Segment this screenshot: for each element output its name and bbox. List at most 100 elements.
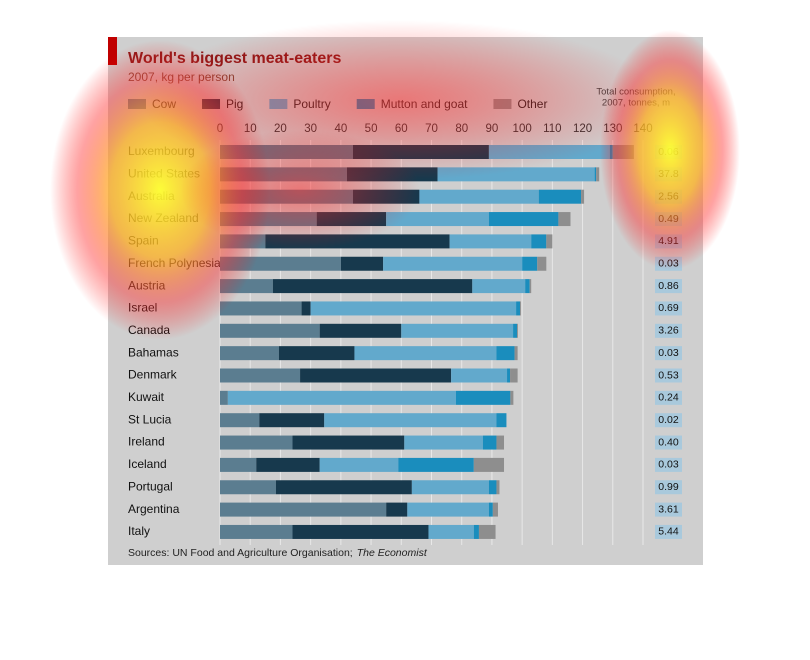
country-label: Ireland	[128, 435, 165, 449]
bar-segment	[319, 323, 402, 338]
total-value: 0.06	[658, 146, 679, 158]
country-label: Kuwait	[128, 390, 165, 404]
total-value: 5.44	[658, 526, 679, 538]
bar-segment	[220, 256, 341, 271]
bar-segment	[220, 524, 293, 539]
legend-swatch	[493, 99, 512, 109]
bar-segment	[386, 212, 489, 227]
country-label: Luxembourg	[128, 144, 195, 158]
total-box	[655, 368, 682, 383]
total-box	[655, 390, 682, 405]
bar-segment	[256, 457, 320, 472]
total-box	[655, 480, 682, 495]
legend-swatch	[202, 99, 221, 109]
bar-segment	[220, 145, 353, 159]
country-label: French Polynesia	[128, 256, 221, 270]
x-tick-label: 130	[603, 123, 622, 135]
x-tick-label: 40	[334, 123, 347, 135]
x-tick-label: 120	[573, 123, 592, 135]
total-value: 0.03	[658, 347, 679, 359]
bar-segment	[340, 256, 384, 271]
total-header: 2007, tonnes, m	[602, 98, 670, 109]
chart-subtitle: 2007, kg per person	[128, 70, 235, 84]
bar-segment	[455, 390, 511, 405]
bar-segment	[220, 480, 276, 495]
country-label: Austria	[128, 278, 166, 292]
total-box	[655, 323, 682, 338]
x-tick-label: 70	[425, 123, 438, 135]
country-label: Spain	[128, 234, 159, 248]
x-tick-label: 100	[513, 123, 532, 135]
country-label: St Lucia	[128, 412, 172, 426]
bar-segment	[220, 301, 302, 316]
total-value: 0.69	[658, 302, 679, 314]
bar-segment	[383, 256, 523, 271]
bar-segment	[451, 368, 508, 383]
bar-segment	[531, 234, 547, 249]
source-italic: The Economist	[357, 547, 428, 559]
bar-segment	[558, 212, 571, 227]
country-label: Israel	[128, 301, 157, 315]
bar-segment	[398, 457, 474, 472]
legend-label: Cow	[152, 97, 176, 111]
bar-segment	[220, 435, 293, 450]
bar-segment	[220, 368, 301, 383]
bar-segment	[301, 301, 311, 316]
bar-segment	[265, 234, 450, 249]
bar-segment	[352, 145, 489, 159]
bar-segment	[319, 457, 399, 472]
bar-segment	[473, 457, 505, 472]
chart-title: World's biggest meat-eaters	[128, 50, 341, 67]
bar-segment	[220, 189, 353, 204]
bar-segment	[482, 435, 497, 450]
bar-segment	[522, 256, 538, 271]
x-tick-label: 30	[304, 123, 317, 135]
total-header: Total consumption,	[596, 87, 675, 98]
bar-segment	[220, 323, 320, 338]
country-label: United States	[128, 167, 200, 181]
bar-segment	[513, 323, 518, 338]
x-tick-label: 10	[244, 123, 257, 135]
bar-segment	[472, 279, 526, 294]
bar-segment	[581, 189, 585, 204]
bar-segment	[496, 346, 515, 361]
country-label: Denmark	[128, 368, 178, 382]
bar-segment	[538, 189, 582, 204]
total-value: 0.99	[658, 481, 679, 493]
bar-segment	[220, 234, 266, 249]
bar-segment	[488, 212, 559, 227]
bar-segment	[346, 167, 438, 182]
total-value: 0.03	[658, 459, 679, 471]
bar-segment	[488, 502, 493, 517]
country-label: Australia	[128, 189, 175, 203]
legend-label: Mutton and goat	[381, 97, 468, 111]
bar-segment	[316, 212, 387, 227]
total-value: 0.53	[658, 369, 679, 381]
bar-segment	[478, 524, 496, 539]
legend-swatch	[269, 99, 288, 109]
bar-segment	[507, 368, 511, 383]
total-box	[655, 346, 682, 361]
total-value: 37.8	[658, 168, 679, 180]
country-label: Argentina	[128, 502, 180, 516]
red-tag	[108, 37, 117, 65]
bar-segment	[220, 390, 228, 405]
bar-segment	[386, 502, 408, 517]
total-box	[655, 435, 682, 450]
total-box	[655, 524, 682, 539]
total-value: 0.02	[658, 414, 679, 426]
bar-segment	[437, 167, 595, 182]
legend-swatch	[128, 99, 146, 109]
x-tick-label: 80	[455, 123, 468, 135]
bar-segment	[496, 413, 507, 428]
bar-segment	[488, 480, 497, 495]
bar-segment	[220, 212, 317, 227]
bar-segment	[275, 480, 412, 495]
country-label: Iceland	[128, 457, 167, 471]
bar-segment	[272, 279, 473, 294]
bar-segment	[220, 502, 387, 517]
bar-segment	[496, 435, 505, 450]
bar-segment	[354, 346, 497, 361]
total-box	[655, 457, 682, 472]
